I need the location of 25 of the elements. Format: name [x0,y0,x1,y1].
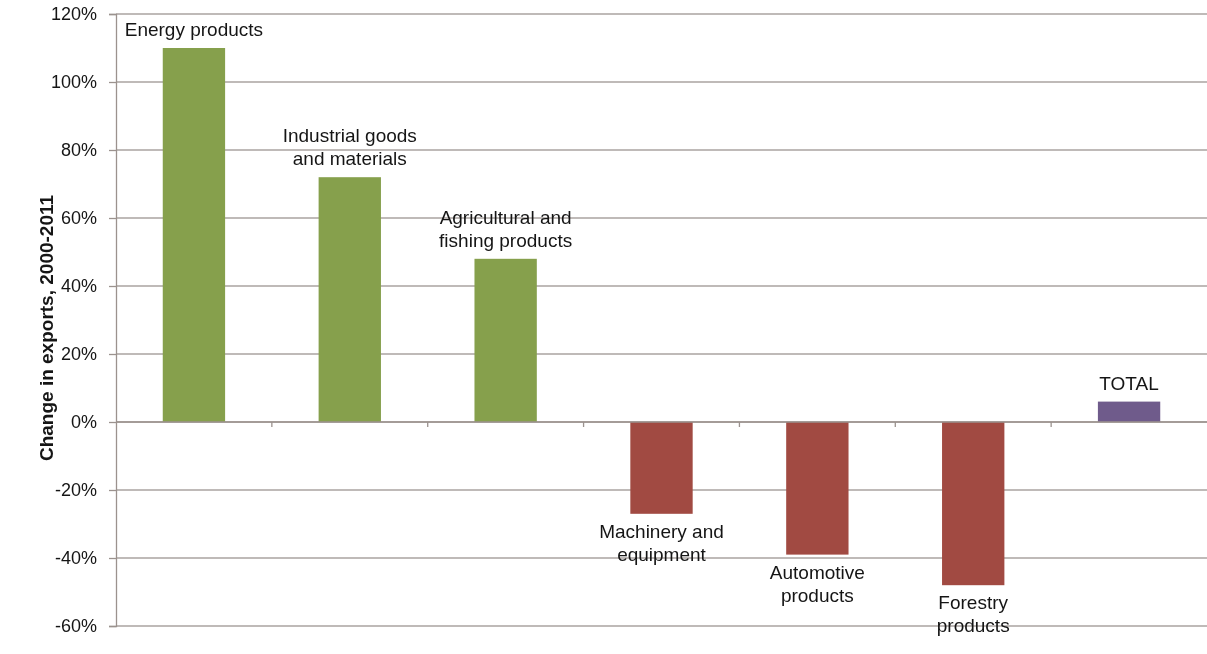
x-tick-label: TOTAL [1099,372,1159,394]
x-tick-label: Machinery and equipment [599,520,724,565]
y-tick-label: 40% [60,276,97,297]
bar [1097,401,1161,422]
bar [942,422,1005,586]
y-tick-label: 60% [60,208,97,229]
bar [786,422,849,555]
y-tick-label: 20% [60,344,97,365]
bar [162,48,226,422]
x-tick-label: Energy products [124,19,264,40]
y-tick-label: -60% [54,616,97,637]
bar [630,422,693,514]
x-tick-label: Forestry products [936,592,1010,637]
y-tick-label: 0% [70,412,97,433]
bar [318,177,381,422]
y-tick-label: -20% [54,480,97,501]
y-tick-label: -40% [54,548,97,569]
x-tick-label: Industrial goods and materials [282,125,417,170]
y-tick-label: 100% [50,72,97,93]
bar [474,258,537,422]
y-tick-label: 120% [50,4,97,25]
x-tick-label: Agricultural and fishing products [439,206,573,251]
y-axis-title: Change in exports, 2000-2011 [36,194,57,462]
y-tick-label: 80% [60,140,97,161]
x-tick-label: Automotive products [769,561,865,606]
